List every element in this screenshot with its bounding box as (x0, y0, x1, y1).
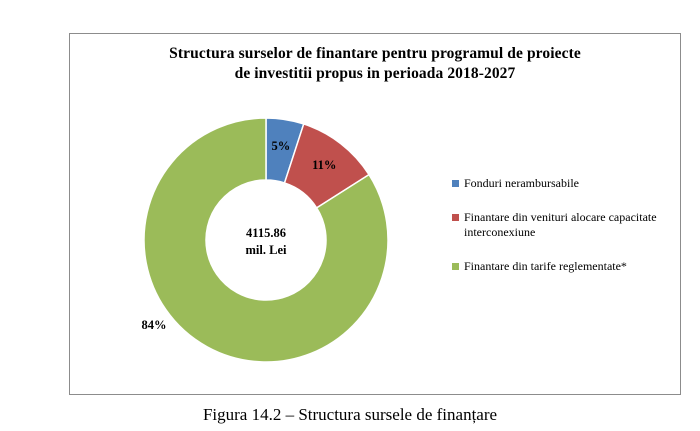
chart-title-line-1: Structura surselor de finantare pentru p… (169, 45, 581, 62)
donut-slice-labels: 5% 11% 84% (142, 139, 337, 332)
figure-caption: Figura 14.2 – Structura sursele de finan… (202, 405, 498, 424)
legend-item-tarife: Finantare din tarife reglementate* (452, 259, 677, 274)
center-total-unit: mil. Lei (246, 243, 287, 257)
legend-label-tarife: Finantare din tarife reglementate* (464, 259, 627, 273)
legend-swatch-fonduri (452, 180, 459, 187)
legend-label-interconexiune: Finantare din venituri alocare capacitat… (464, 210, 657, 239)
legend-swatch-tarife (452, 263, 459, 270)
donut-slice-tarife (143, 117, 389, 363)
slice-label-fonduri: 5% (271, 139, 290, 153)
chart-title: Structura surselor de finantare pentru p… (70, 44, 680, 84)
chart-frame: Structura surselor de finantare pentru p… (69, 33, 681, 395)
slice-label-tarife: 84% (142, 318, 167, 332)
donut-slices (143, 117, 389, 363)
slice-label-interconexiune: 11% (312, 158, 336, 172)
legend-item-fonduri: Fonduri nerambursabile (452, 176, 677, 191)
chart-title-line-2: de investitii propus in perioada 2018-20… (234, 65, 516, 82)
chart-legend: Fonduri nerambursabile Finantare din ven… (452, 176, 677, 293)
donut-chart: 5% 11% 84% 4115.86 mil. Lei (142, 117, 389, 363)
legend-item-interconexiune: Finantare din venituri alocare capacitat… (452, 210, 677, 240)
legend-label-fonduri: Fonduri nerambursabile (464, 176, 579, 190)
center-total-value: 4115.86 (246, 226, 286, 240)
legend-swatch-interconexiune (452, 214, 459, 221)
